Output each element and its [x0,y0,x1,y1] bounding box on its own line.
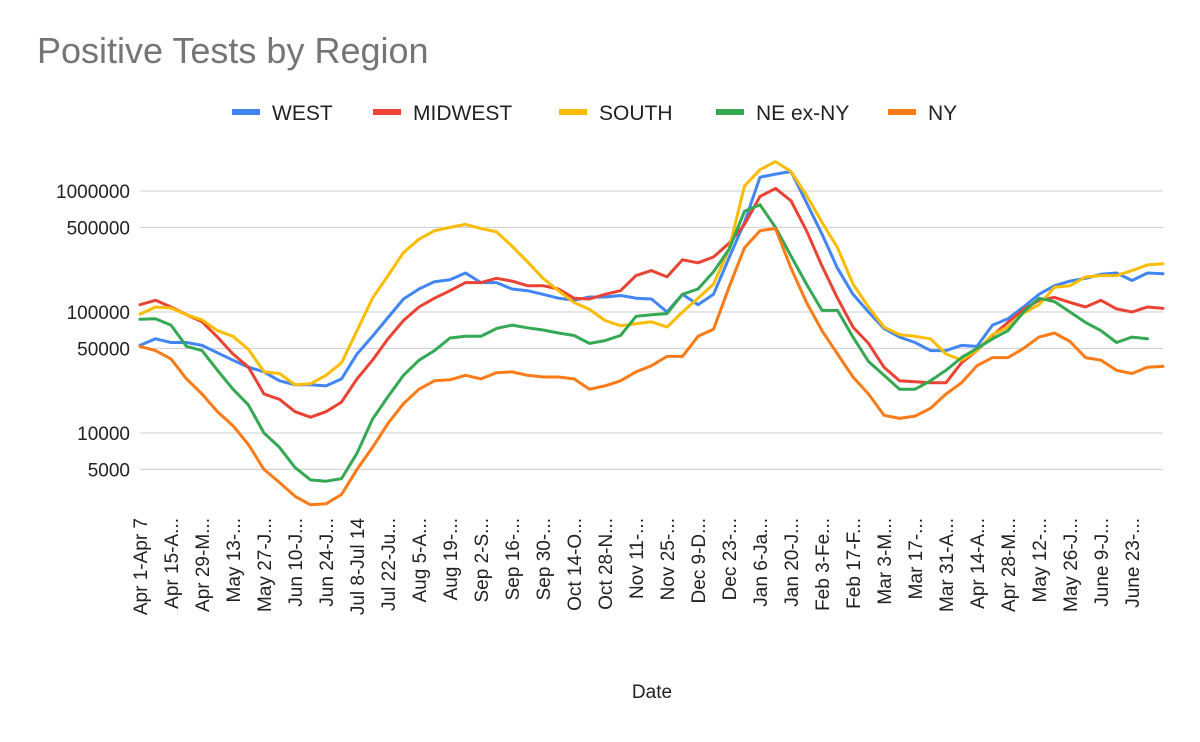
x-tick-label: Apr 15-A... [162,518,183,609]
x-tick-label: Mar 31-A... [937,518,958,612]
x-tick-label: Feb 17-F... [844,518,865,609]
x-tick-label: Apr 14-A... [968,518,989,609]
y-tick-label: 500000 [67,218,130,239]
x-tick-label: Mar 3-M... [875,518,896,605]
x-tick-label: Aug 5-A... [410,518,431,603]
x-tick-label: Jan 6-Ja... [751,518,772,607]
y-tick-label: 5000 [88,460,130,481]
x-tick-label: June 9-J... [1092,518,1113,607]
x-tick-label: Jul 22-Ju... [379,518,400,611]
x-tick-label: Oct 28-N... [596,518,617,610]
y-tick-label: 100000 [67,303,130,324]
legend-label: NE ex-NY [756,102,849,125]
x-tick-label: Apr 1-Apr 7 [131,518,152,615]
x-tick-label: Sep 30-... [534,518,555,600]
x-tick-label: Jun 24-J... [317,518,338,607]
x-tick-label: Nov 11-... [627,518,648,599]
legend-label: NY [928,102,957,125]
x-tick-label: Jul 8-Jul 14 [348,518,369,616]
x-tick-label: Feb 3-Fe... [813,518,834,611]
legend-label: MIDWEST [413,102,512,125]
x-tick-label: Jun 10-J... [286,518,307,607]
series-line-south [138,160,1165,387]
x-tick-label: May 27-J... [255,518,276,612]
y-tick-label: 10000 [77,424,130,445]
chart-title: Positive Tests by Region [37,30,429,71]
x-tick-label: Dec 9-D... [689,518,710,604]
x-tick-label: May 13-... [224,518,245,602]
gridlines [140,190,1163,470]
x-tick-label: Sep 16-... [503,518,524,600]
x-tick-label: Nov 25-... [658,518,679,600]
legend-label: SOUTH [599,102,673,125]
x-axis-ticks: Apr 1-Apr 7 Apr 15-A... Apr 29-M... May 13-… [131,518,1144,616]
y-tick-label: 50000 [77,339,130,360]
x-axis-title: Date [632,682,672,703]
legend: WEST MIDWEST SOUTH NE ex-NY NY [232,102,957,125]
series-line-west [138,170,1165,388]
series-lines [138,160,1165,507]
x-tick-label: May 12-... [1030,518,1051,602]
x-tick-label: Jan 20-J... [782,518,803,607]
x-tick-label: Mar 17-... [906,518,927,599]
series-line-ny [138,227,1165,507]
x-tick-label: May 26-J... [1061,518,1082,612]
y-axis-ticks: 1000000 500000 100000 50000 10000 5000 [56,182,130,481]
y-tick-label: 1000000 [56,182,130,203]
x-tick-label: Oct 14-O... [565,518,586,611]
x-tick-label: Aug 19-... [441,518,462,600]
x-tick-label: Apr 28-M... [999,518,1020,612]
legend-label: WEST [272,102,333,125]
x-tick-label: Dec 23-... [720,518,741,600]
x-tick-label: June 23-... [1123,518,1144,608]
x-tick-label: Sep 2-S... [472,518,493,603]
x-tick-label: Apr 29-M... [193,518,214,612]
series-line-ne-ex-ny [138,203,1149,483]
